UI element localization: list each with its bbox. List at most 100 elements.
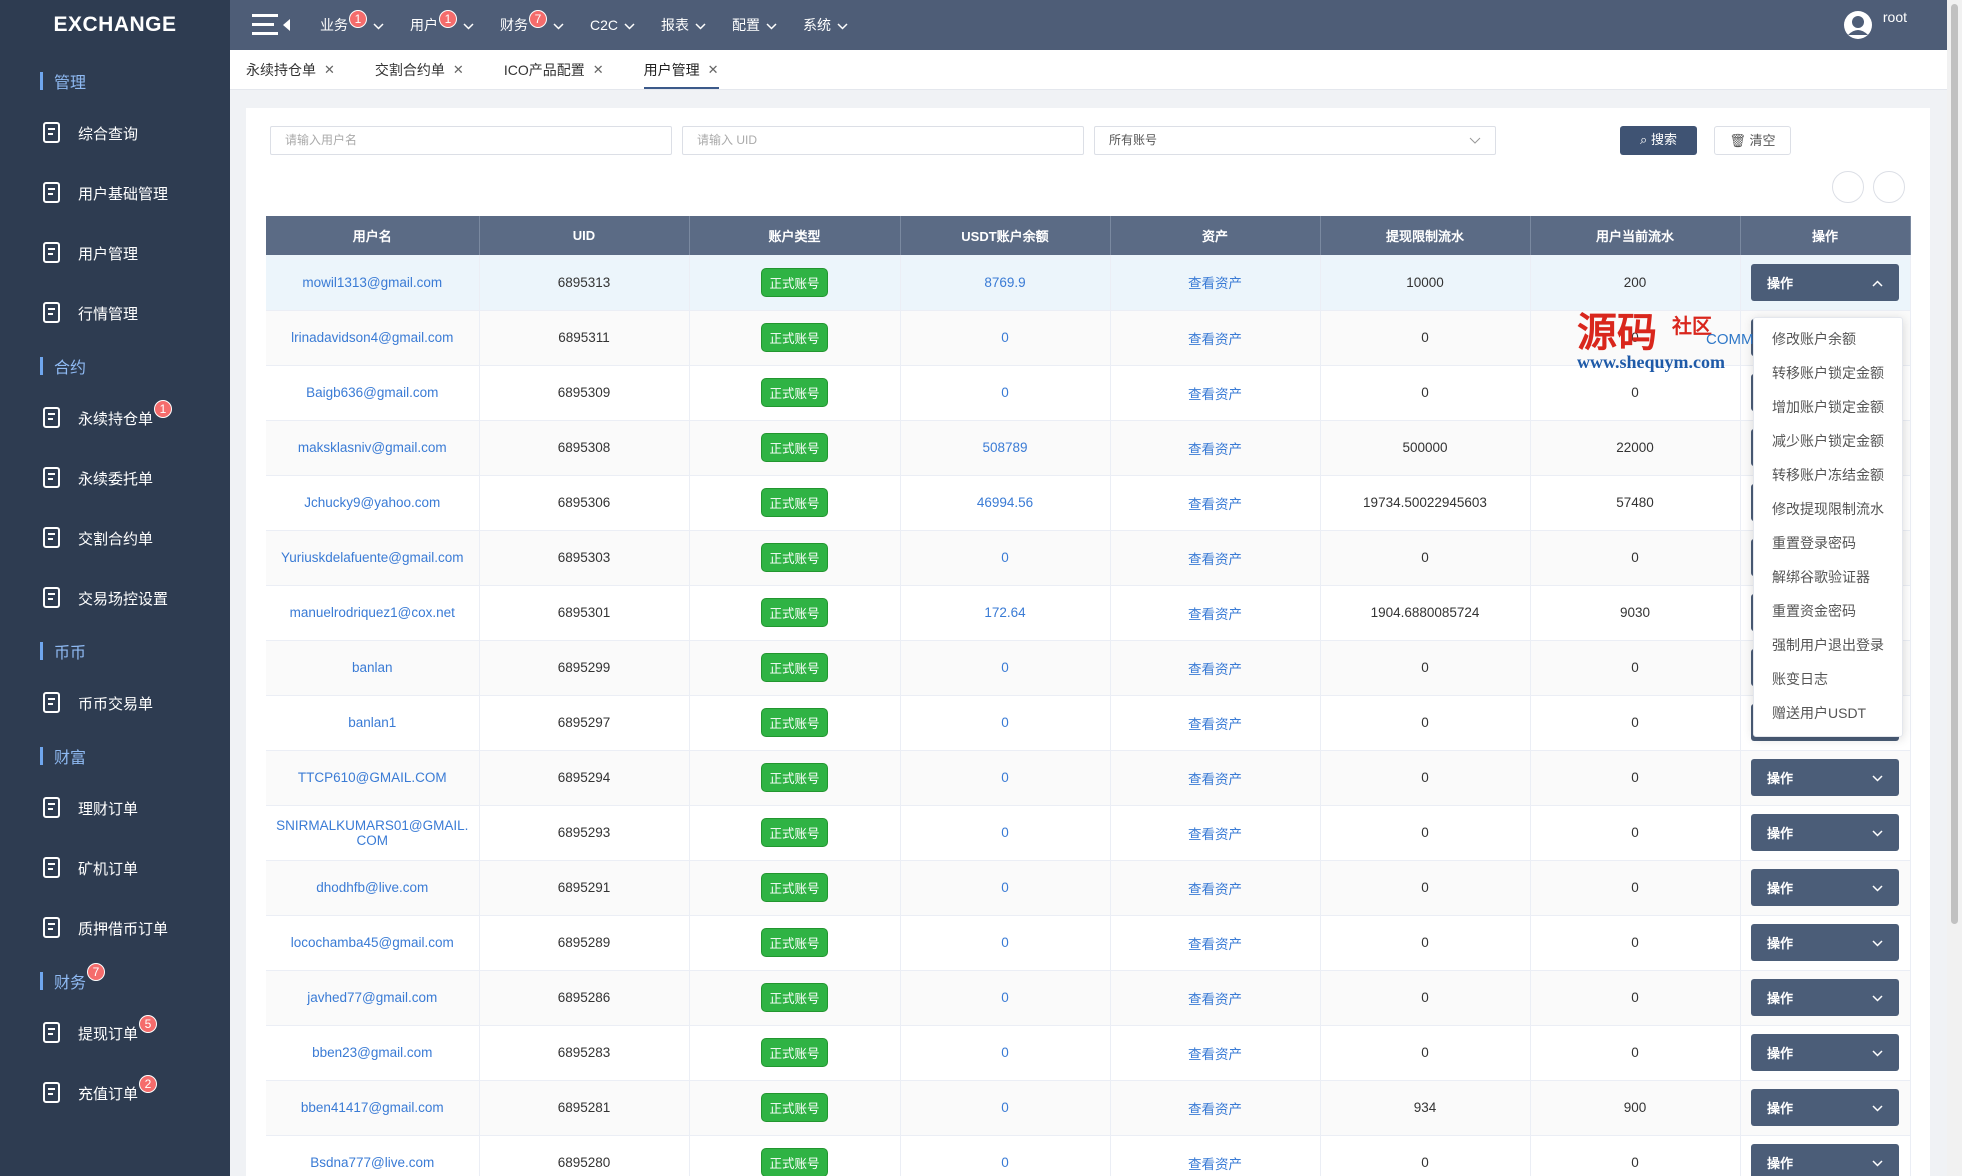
- scroll-thumb[interactable]: [1951, 4, 1958, 924]
- dropdown-item[interactable]: 修改提现限制流水: [1772, 501, 1884, 517]
- menu-toggle[interactable]: [252, 12, 292, 38]
- cell: 6895280: [479, 1135, 690, 1176]
- table-row: banlan16895297正式账号0查看资产00操作: [266, 695, 1911, 751]
- assets-link[interactable]: 查看资产: [1188, 826, 1242, 842]
- action-button[interactable]: 操作: [1751, 979, 1899, 1016]
- menu-item[interactable]: 永续委托单: [0, 448, 230, 508]
- menu-item[interactable]: 币币交易单: [0, 673, 230, 733]
- menu-item[interactable]: 矿机订单: [0, 838, 230, 898]
- tab-close[interactable]: ✕: [592, 61, 604, 77]
- uid-input[interactable]: 请输入 UID: [682, 126, 1084, 155]
- menu-item[interactable]: 行情管理: [0, 283, 230, 343]
- dropdown-item[interactable]: 减少账户锁定金额: [1772, 433, 1884, 449]
- cell: 0: [1320, 365, 1531, 421]
- icon: [43, 122, 60, 143]
- sidebar: EXCHANGE 管理 综合查询 用户基础管理 用户管理 行情管理 合约 永续持仓单 1 永续委…: [0, 0, 230, 1176]
- search-button[interactable]: ⌕ 搜索: [1620, 126, 1697, 155]
- tab[interactable]: ICO产品配置 ✕: [504, 50, 604, 89]
- nav-label: 财务: [500, 17, 528, 33]
- action-button[interactable]: 操作: [1751, 1034, 1899, 1071]
- refresh-button[interactable]: [1832, 171, 1864, 203]
- menu-item[interactable]: 提现订单 5: [0, 1003, 230, 1063]
- value-link: 0: [1001, 990, 1009, 1005]
- nav-item[interactable]: 报表: [661, 15, 706, 35]
- assets-link[interactable]: 查看资产: [1188, 331, 1242, 347]
- cell-text: 500000: [1402, 440, 1448, 455]
- assets-link[interactable]: 查看资产: [1188, 936, 1242, 952]
- cell: 操作: [1740, 255, 1911, 311]
- wm-sub: 社区: [1672, 316, 1712, 338]
- assets-link[interactable]: 查看资产: [1188, 771, 1242, 787]
- tab[interactable]: 用户管理 ✕: [643, 50, 719, 89]
- assets-link[interactable]: 查看资产: [1188, 716, 1242, 732]
- search-toggle[interactable]: [1873, 171, 1905, 203]
- menu-item[interactable]: 用户管理: [0, 223, 230, 283]
- dropdown-item[interactable]: 转移账户锁定金额: [1772, 365, 1884, 381]
- action-button[interactable]: 操作: [1751, 814, 1899, 851]
- account-select[interactable]: 所有账号: [1094, 126, 1496, 155]
- cell-text: 22000: [1616, 440, 1654, 455]
- assets-link[interactable]: 查看资产: [1188, 661, 1242, 677]
- cell-text: 0: [1631, 385, 1639, 400]
- tab[interactable]: 永续持仓单 ✕: [246, 50, 335, 89]
- action-button[interactable]: 操作: [1751, 924, 1899, 961]
- nav-item[interactable]: 业务 1: [320, 10, 384, 35]
- assets-link[interactable]: 查看资产: [1188, 276, 1242, 292]
- dropdown-item[interactable]: 重置登录密码: [1772, 535, 1856, 551]
- nav-item[interactable]: 配置: [732, 15, 777, 35]
- menu-item[interactable]: 理财订单: [0, 778, 230, 838]
- dropdown-item[interactable]: 增加账户锁定金额: [1772, 399, 1884, 415]
- assets-link[interactable]: 查看资产: [1188, 606, 1242, 622]
- nav-item[interactable]: C2C: [590, 15, 635, 35]
- dropdown-item[interactable]: 解绑谷歌验证器: [1772, 569, 1870, 585]
- tab-close[interactable]: ✕: [324, 61, 335, 77]
- clear-button[interactable]: 🗑 清空: [1714, 126, 1791, 155]
- assets-link[interactable]: 查看资产: [1188, 551, 1242, 567]
- value-link: 508789: [982, 440, 1028, 455]
- cell-text: 0: [1631, 825, 1639, 840]
- assets-link[interactable]: 查看资产: [1188, 441, 1242, 457]
- username-input[interactable]: 请输入用户名: [270, 126, 672, 155]
- menu-item[interactable]: 交割合约单: [0, 508, 230, 568]
- action-button[interactable]: 操作: [1751, 759, 1899, 796]
- menu-item[interactable]: 质押借币订单: [0, 898, 230, 958]
- dropdown-item[interactable]: 转移账户冻结金额: [1772, 467, 1884, 483]
- action-button[interactable]: 操作: [1751, 1089, 1899, 1126]
- account-tag: 正式账号: [761, 543, 828, 572]
- tab-close[interactable]: ✕: [452, 61, 464, 77]
- menu-item[interactable]: 用户基础管理: [0, 163, 230, 223]
- nav-item[interactable]: 系统: [803, 15, 848, 35]
- tab-close[interactable]: ✕: [707, 61, 719, 77]
- menu-label: 综合查询: [78, 125, 139, 143]
- menu-label: 币币交易单: [78, 695, 154, 713]
- value-link: Yuriuskdelafuente@gmail.com: [280, 550, 464, 565]
- cell: 0: [900, 640, 1111, 696]
- menu-item[interactable]: 充值订单 2: [0, 1063, 230, 1123]
- cell-text: 0: [1421, 1045, 1429, 1060]
- assets-link[interactable]: 查看资产: [1188, 386, 1242, 402]
- chevron: [1872, 1100, 1883, 1115]
- user-menu[interactable]: root: [1843, 9, 1907, 40]
- menu-item[interactable]: 综合查询: [0, 103, 230, 163]
- menu-item[interactable]: 永续持仓单 1: [0, 388, 230, 448]
- assets-link[interactable]: 查看资产: [1188, 496, 1242, 512]
- dropdown-item[interactable]: 赠送用户USDT: [1772, 705, 1867, 721]
- dropdown-item[interactable]: 强制用户退出登录: [1772, 637, 1884, 653]
- assets-link[interactable]: 查看资产: [1188, 881, 1242, 897]
- assets-link[interactable]: 查看资产: [1188, 1101, 1242, 1117]
- assets-link[interactable]: 查看资产: [1188, 1046, 1242, 1062]
- nav-item[interactable]: 用户 1: [410, 10, 474, 35]
- action-button[interactable]: 操作: [1751, 869, 1899, 906]
- cell: 操作: [1740, 1080, 1911, 1136]
- assets-link[interactable]: 查看资产: [1188, 1156, 1242, 1172]
- tab[interactable]: 交割合约单 ✕: [375, 50, 464, 89]
- dropdown-item[interactable]: 重置资金密码: [1772, 603, 1856, 619]
- action-button[interactable]: 操作: [1751, 263, 1899, 301]
- dropdown-item[interactable]: 账变日志: [1772, 671, 1828, 687]
- action-button[interactable]: 操作: [1751, 1144, 1899, 1176]
- assets-link[interactable]: 查看资产: [1188, 991, 1242, 1007]
- dropdown-item[interactable]: 修改账户余额: [1772, 331, 1856, 347]
- nav-item[interactable]: 财务 7: [500, 10, 564, 35]
- cell: bben23@gmail.com: [266, 1025, 480, 1081]
- menu-item[interactable]: 交易场控设置: [0, 568, 230, 628]
